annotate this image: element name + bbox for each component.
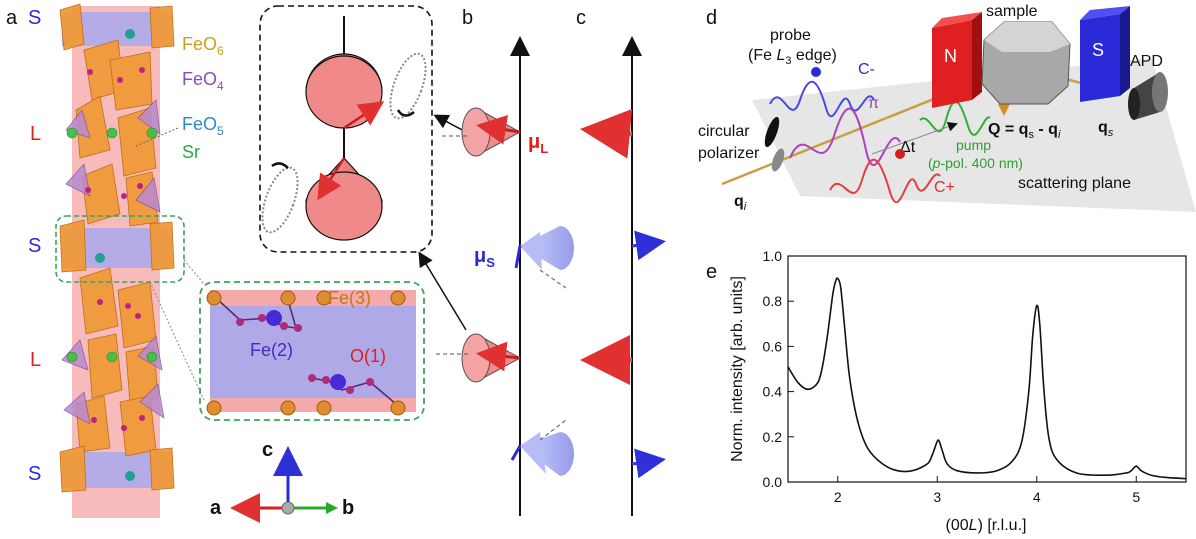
zoom-box: Fe(3) Fe(2) O(1) xyxy=(199,281,425,421)
axis-label-b: b xyxy=(342,497,354,519)
panel-b: b μL μS xyxy=(436,7,574,516)
probe-wave xyxy=(769,80,875,118)
x-tick-label: 3 xyxy=(933,489,941,505)
polarizer-label-1: circular xyxy=(698,123,750,140)
inset-pointer xyxy=(433,114,467,133)
mu-l-label: μL xyxy=(528,131,548,156)
feo6-octahedra xyxy=(59,3,175,493)
svg-text:S: S xyxy=(1092,40,1104,60)
y-tick-label: 0.6 xyxy=(763,338,783,354)
mu-s-label: μS xyxy=(474,245,495,270)
x-ticks: 2 3 4 5 xyxy=(834,476,1140,505)
magnet-n: N xyxy=(932,12,982,108)
apd-label: APD xyxy=(1130,53,1163,70)
c-minus-label: C- xyxy=(858,61,875,78)
atom-label-fe2: Fe(2) xyxy=(250,340,293,360)
moment-s-arrow xyxy=(631,230,666,261)
intensity-curve xyxy=(787,277,1187,480)
panel-a-label: a xyxy=(6,7,18,29)
axis-label-a: a xyxy=(210,497,222,519)
sr-atoms xyxy=(66,127,158,363)
polarizer-element xyxy=(771,148,785,172)
y-ticks: 0.0 0.2 0.4 0.6 0.8 1.0 xyxy=(763,248,794,490)
moment-l-arrow xyxy=(580,108,633,159)
x-tick-label: 4 xyxy=(1033,489,1041,505)
layer-label: S xyxy=(28,7,41,29)
precession-inset xyxy=(259,5,467,331)
y-axis-label: Norm. intensity [arb. units] xyxy=(729,276,746,462)
zoom-line xyxy=(149,281,205,401)
highlight-box-s-layer xyxy=(55,215,185,283)
y-tick-label: 1.0 xyxy=(763,248,783,264)
svg-text:N: N xyxy=(944,46,957,66)
c-plus-label: C+ xyxy=(934,179,955,196)
polarizer-label-2: polarizer xyxy=(698,145,760,162)
probe-label-2: (Fe L3 edge) xyxy=(748,47,837,67)
panel-e-label: e xyxy=(706,261,717,283)
magnet-s: S xyxy=(1080,6,1130,102)
plot-frame xyxy=(787,255,1187,483)
qs-label: qs xyxy=(1098,119,1114,139)
apd-detector xyxy=(1128,72,1168,120)
panel-d-label: d xyxy=(706,7,717,29)
crystal-axes: c a b xyxy=(210,439,354,523)
panel-e: e 0.0 0.2 0.4 0.6 0.8 1.0 2 3 4 5 (00L) [r.l.u.]… xyxy=(706,248,1187,534)
pi-wave xyxy=(789,107,901,167)
layer-label: L xyxy=(30,123,41,145)
legend-feo6: FeO6 xyxy=(182,34,224,58)
y-tick-label: 0.8 xyxy=(763,293,783,309)
legend-feo4: FeO4 xyxy=(182,69,224,93)
layer-label: S xyxy=(28,463,41,485)
pi-label: π xyxy=(868,95,879,112)
y-tick-label: 0.0 xyxy=(763,474,783,490)
x-tick-label: 2 xyxy=(834,489,842,505)
panel-b-label: b xyxy=(462,7,473,29)
pump-label-2: (p-pol. 400 nm) xyxy=(928,155,1023,171)
panel-c-label: c xyxy=(576,7,586,29)
zoom-pointer xyxy=(418,251,467,331)
sample-label: sample xyxy=(986,3,1038,20)
feo5-atoms xyxy=(95,29,135,481)
x-axis-label: (00L) [r.l.u.] xyxy=(946,517,1027,534)
delay-arrow xyxy=(871,121,958,155)
zoom-line xyxy=(183,259,205,285)
y-tick-label: 0.2 xyxy=(763,429,783,445)
layer-label: L xyxy=(30,349,41,371)
x-tick-label: 5 xyxy=(1132,489,1140,505)
structure-legend: FeO6 FeO4 FeO5 Sr xyxy=(135,34,224,162)
atom-label-o1: O(1) xyxy=(350,346,386,366)
qi-label: qi xyxy=(734,193,747,213)
scattering-plane-label: scattering plane xyxy=(1018,175,1131,192)
atom-label-fe3: Fe(3) xyxy=(328,288,371,308)
panel-d: d scattering plane circular polarizer pr… xyxy=(698,3,1196,213)
legend-feo5: FeO5 xyxy=(182,114,224,138)
q-formula: Q = qs - qi xyxy=(988,121,1061,141)
panel-a: a xyxy=(6,3,425,523)
oxygen-atoms xyxy=(85,67,145,431)
polarizer-element xyxy=(764,116,780,148)
panel-c: c xyxy=(576,7,666,516)
pump-label-1: pump xyxy=(956,137,991,153)
moment-s-arrow xyxy=(631,448,666,479)
axis-label-c: c xyxy=(262,439,273,461)
legend-sr: Sr xyxy=(182,142,200,162)
probe-label-1: probe xyxy=(770,27,811,44)
cplus-wave xyxy=(829,158,941,203)
y-tick-label: 0.4 xyxy=(763,384,783,400)
layer-label: S xyxy=(28,235,41,257)
